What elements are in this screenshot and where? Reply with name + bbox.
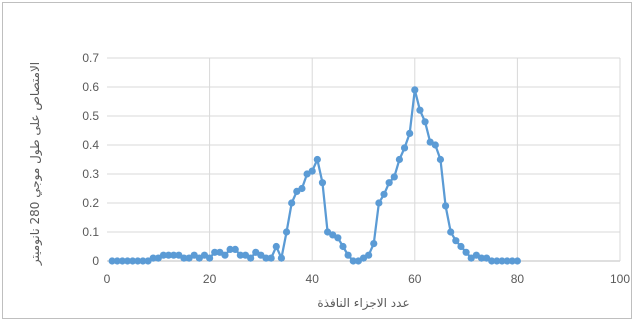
data-point bbox=[452, 237, 460, 245]
data-point bbox=[211, 248, 219, 256]
data-points bbox=[108, 86, 521, 265]
data-point bbox=[370, 240, 378, 248]
data-point bbox=[134, 257, 142, 265]
data-point bbox=[436, 155, 445, 164]
data-point bbox=[344, 251, 352, 259]
data-point bbox=[288, 199, 296, 207]
data-point bbox=[277, 254, 286, 262]
data-point bbox=[462, 248, 470, 256]
y-tick-label: 0.5 bbox=[82, 109, 99, 123]
data-point bbox=[503, 257, 511, 265]
data-point bbox=[493, 257, 501, 265]
x-tick-label: 100 bbox=[610, 272, 630, 286]
data-point bbox=[139, 257, 147, 265]
y-tick-label: 0 bbox=[92, 254, 99, 268]
y-tick-label: 0.3 bbox=[82, 167, 99, 181]
data-point bbox=[395, 155, 404, 164]
data-point bbox=[206, 254, 214, 262]
data-point bbox=[231, 245, 239, 253]
x-axis-ticks: 0 20 40 60 80 100 bbox=[104, 272, 631, 286]
data-point bbox=[118, 257, 126, 265]
data-point bbox=[385, 179, 393, 187]
data-point bbox=[349, 257, 357, 265]
data-point bbox=[221, 251, 229, 259]
y-tick-label: 0.7 bbox=[82, 51, 99, 65]
data-point bbox=[236, 251, 244, 259]
gridlines bbox=[107, 57, 621, 262]
data-point bbox=[457, 242, 465, 251]
y-tick-label: 0.4 bbox=[82, 138, 99, 152]
data-point bbox=[400, 144, 409, 152]
x-tick-label: 0 bbox=[104, 272, 111, 286]
data-point bbox=[318, 179, 327, 187]
line-chart: 0 0.1 0.2 0.3 0.4 0.5 0.6 0.7 0 20 40 60 80 100 عدد … bbox=[28, 51, 631, 311]
data-point bbox=[149, 254, 157, 262]
y-tick-label: 0.6 bbox=[82, 80, 99, 94]
data-point bbox=[508, 257, 516, 265]
data-point bbox=[108, 257, 116, 265]
y-axis-ticks: 0 0.1 0.2 0.3 0.4 0.5 0.6 0.7 bbox=[82, 51, 99, 268]
data-point bbox=[113, 257, 121, 265]
y-tick-label: 0.2 bbox=[82, 196, 99, 210]
data-point bbox=[159, 251, 168, 259]
x-tick-label: 80 bbox=[511, 272, 525, 286]
data-point bbox=[411, 86, 419, 94]
data-point bbox=[164, 251, 173, 259]
data-point bbox=[282, 228, 291, 236]
data-point bbox=[129, 257, 137, 265]
data-point bbox=[380, 190, 388, 198]
data-point bbox=[267, 254, 275, 262]
data-point bbox=[262, 254, 270, 262]
data-point bbox=[477, 254, 486, 262]
data-point bbox=[421, 118, 429, 126]
x-axis-title: عدد الاجزاء النافذة bbox=[317, 296, 409, 311]
data-point bbox=[406, 129, 414, 137]
y-tick-label: 0.1 bbox=[82, 225, 99, 239]
x-tick-label: 20 bbox=[203, 272, 217, 286]
chart-frame: 0 0.1 0.2 0.3 0.4 0.5 0.6 0.7 0 20 40 60 80 100 عدد … bbox=[2, 2, 632, 319]
data-point bbox=[272, 242, 280, 251]
data-point bbox=[170, 251, 178, 259]
data-point bbox=[180, 254, 188, 262]
data-point bbox=[123, 257, 132, 265]
y-axis-title: الامتصاص على طول موجي 280 نانوميتر bbox=[28, 62, 43, 266]
data-point bbox=[313, 155, 321, 164]
data-point bbox=[488, 257, 496, 265]
data-point bbox=[226, 245, 234, 253]
data-point bbox=[447, 228, 455, 236]
data-point bbox=[416, 106, 424, 114]
x-tick-label: 40 bbox=[306, 272, 320, 286]
data-point bbox=[513, 257, 521, 265]
data-point bbox=[390, 173, 398, 181]
data-point bbox=[431, 141, 439, 149]
data-point bbox=[339, 242, 347, 251]
x-tick-label: 60 bbox=[408, 272, 422, 286]
data-point bbox=[365, 251, 373, 259]
data-point bbox=[498, 257, 506, 265]
data-point bbox=[375, 199, 383, 207]
data-point bbox=[298, 184, 306, 193]
data-point bbox=[334, 234, 342, 242]
data-point bbox=[247, 254, 255, 262]
data-point bbox=[308, 167, 316, 175]
data-point bbox=[441, 202, 450, 210]
